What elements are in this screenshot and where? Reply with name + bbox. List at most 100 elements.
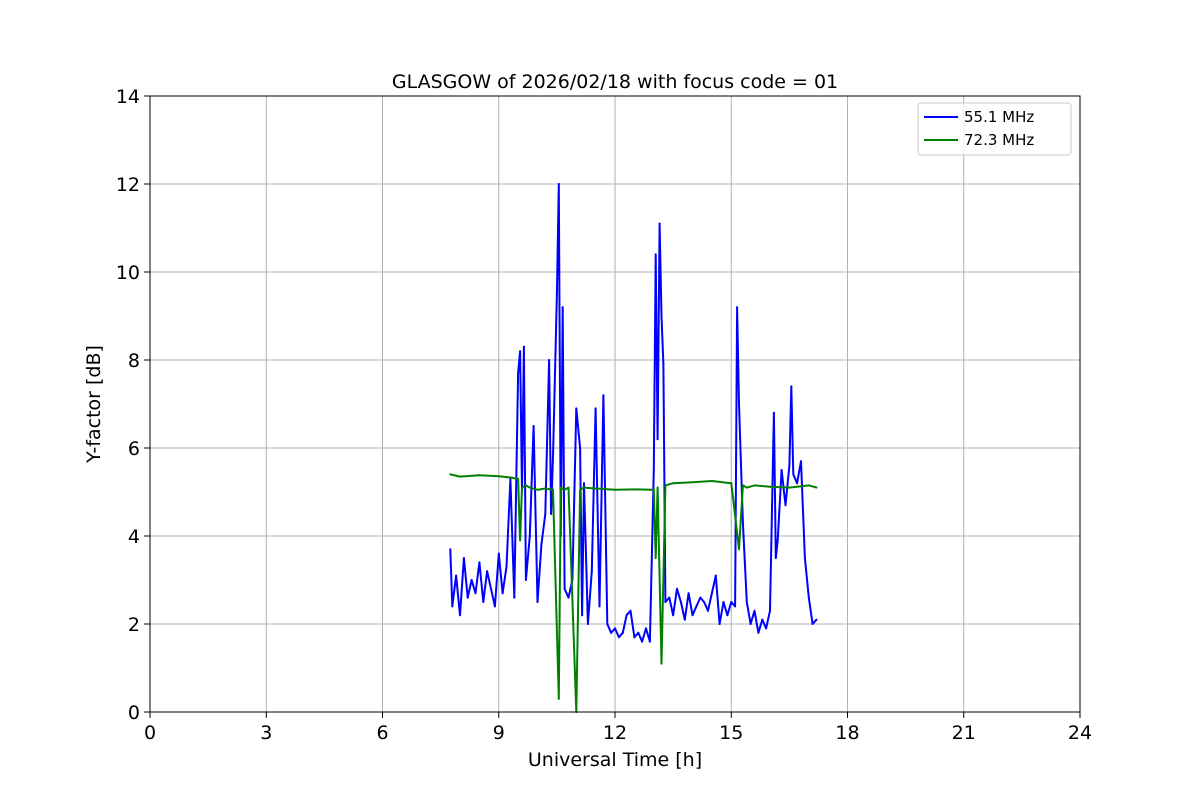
- data-point: [710, 592, 713, 595]
- y-tick-label: 10: [116, 262, 140, 284]
- data-point: [552, 488, 554, 491]
- data-point: [513, 596, 516, 599]
- data-point: [807, 484, 810, 487]
- data-point: [736, 306, 739, 309]
- x-tick-label: 24: [1068, 722, 1092, 744]
- data-point: [590, 570, 593, 573]
- data-point: [536, 488, 539, 491]
- data-point: [652, 469, 655, 471]
- chart-title: GLASGOW of 2026/02/18 with focus code = …: [392, 71, 838, 93]
- data-point: [528, 535, 531, 537]
- data-point: [730, 601, 733, 603]
- grid: [149, 95, 1081, 713]
- data-point: [486, 570, 489, 573]
- data-point: [672, 614, 675, 617]
- data-point: [548, 359, 551, 361]
- data-point: [521, 486, 523, 489]
- series-line: [450, 473, 817, 713]
- x-axis-label: Universal Time [h]: [528, 749, 702, 771]
- data-point: [449, 548, 452, 551]
- legend-label: 55.1 MHz: [964, 108, 1034, 126]
- data-point: [459, 614, 461, 617]
- data-point: [660, 315, 663, 317]
- data-point: [524, 484, 527, 487]
- data-point: [745, 601, 748, 603]
- data-point: [455, 574, 458, 577]
- data-point: [594, 487, 597, 490]
- data-point: [656, 438, 659, 441]
- data-point: [710, 480, 713, 482]
- data-point: [490, 587, 492, 590]
- data-point: [707, 609, 709, 612]
- data-point: [676, 587, 678, 590]
- data-point: [738, 403, 740, 405]
- x-tick-label: 18: [835, 722, 859, 744]
- data-point: [567, 486, 570, 489]
- data-point: [557, 183, 560, 185]
- data-point: [505, 565, 508, 568]
- data-point: [606, 623, 609, 625]
- y-tick-label: 14: [116, 86, 140, 108]
- data-point: [769, 609, 771, 612]
- y-tick-label: 6: [128, 438, 140, 460]
- data-point: [583, 482, 585, 485]
- data-point: [637, 631, 640, 634]
- data-point: [664, 484, 667, 487]
- data-point: [536, 601, 539, 603]
- y-axis-label: Y-factor [dB]: [83, 345, 105, 464]
- data-point: [550, 513, 553, 515]
- data-point: [776, 539, 779, 542]
- data-point: [718, 623, 721, 625]
- data-point: [757, 631, 760, 634]
- data-point: [668, 596, 671, 599]
- data-point: [579, 447, 582, 449]
- x-tick-label: 0: [144, 722, 156, 744]
- data-point: [598, 605, 601, 608]
- data-point: [784, 504, 787, 507]
- data-point: [672, 482, 675, 485]
- data-point: [449, 473, 452, 476]
- data-point: [478, 561, 481, 564]
- y-tick-label: 0: [128, 702, 140, 724]
- data-point: [769, 485, 771, 488]
- x-tick-label: 9: [493, 722, 505, 744]
- x-tick-label: 6: [376, 722, 388, 744]
- data-point: [691, 481, 694, 484]
- data-point: [563, 587, 566, 590]
- data-point: [753, 484, 756, 487]
- data-point: [714, 574, 717, 577]
- data-point: [561, 306, 564, 309]
- y-tick-label: 4: [128, 526, 140, 548]
- data-point: [645, 627, 647, 630]
- data-point: [633, 488, 636, 491]
- data-point: [648, 640, 651, 643]
- data-point: [699, 596, 702, 599]
- data-point: [761, 618, 764, 621]
- data-point: [753, 609, 756, 612]
- data-point: [614, 488, 616, 491]
- data-point: [614, 627, 616, 630]
- data-point: [552, 455, 554, 458]
- data-point: [544, 487, 547, 490]
- y-tick-label: 8: [128, 350, 140, 372]
- data-point: [687, 592, 690, 595]
- data-point: [509, 476, 512, 479]
- data-point: [703, 601, 706, 603]
- data-point: [790, 385, 793, 388]
- data-point: [451, 605, 454, 608]
- data-point: [726, 614, 729, 617]
- data-point: [625, 614, 628, 617]
- data-point: [478, 474, 481, 477]
- data-point: [765, 627, 768, 630]
- data-point: [462, 557, 465, 559]
- data-point: [594, 407, 597, 410]
- data-point: [664, 601, 667, 603]
- data-point: [792, 473, 795, 476]
- data-point: [683, 618, 686, 621]
- data-point: [621, 631, 624, 634]
- data-point: [497, 552, 500, 555]
- x-tick-label: 15: [719, 722, 743, 744]
- y-tick-label: 2: [128, 614, 140, 636]
